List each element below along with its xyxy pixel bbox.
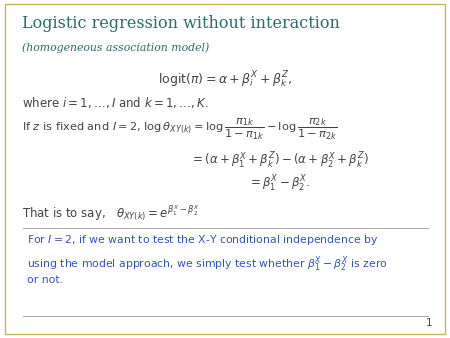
Text: For $I = 2$, if we want to test the X-Y conditional independence by: For $I = 2$, if we want to test the X-Y …: [27, 233, 378, 247]
Text: 1: 1: [425, 318, 432, 328]
Text: or not.: or not.: [27, 275, 63, 285]
Text: Logistic regression without interaction: Logistic regression without interaction: [22, 15, 340, 32]
Text: If $z$ is fixed and $I = 2$, $\log \theta_{XY(k)} = \log \dfrac{\pi_{1k}}{1-\pi_: If $z$ is fixed and $I = 2$, $\log \thet…: [22, 117, 338, 142]
Text: (homogeneous association model): (homogeneous association model): [22, 42, 210, 53]
Text: $= (\alpha + \beta_1^X + \beta_k^Z) - (\alpha + \beta_2^X + \beta_k^Z)$: $= (\alpha + \beta_1^X + \beta_k^Z) - (\…: [189, 150, 369, 171]
Text: $= \beta_1^X - \beta_2^X.$: $= \beta_1^X - \beta_2^X.$: [248, 174, 310, 194]
Text: That is to say,   $\theta_{XY(k)} = e^{\beta_1^X - \beta_2^X}$: That is to say, $\theta_{XY(k)} = e^{\be…: [22, 203, 200, 223]
Text: using the model approach, we simply test whether $\beta_1^X - \beta_2^X$ is zero: using the model approach, we simply test…: [27, 254, 387, 274]
Text: $\mathrm{logit}(\pi) = \alpha + \beta_i^X + \beta_k^Z,$: $\mathrm{logit}(\pi) = \alpha + \beta_i^…: [158, 69, 292, 90]
Text: where $i = 1, \ldots, I$ and $k = 1, \ldots, K.$: where $i = 1, \ldots, I$ and $k = 1, \ld…: [22, 95, 209, 110]
